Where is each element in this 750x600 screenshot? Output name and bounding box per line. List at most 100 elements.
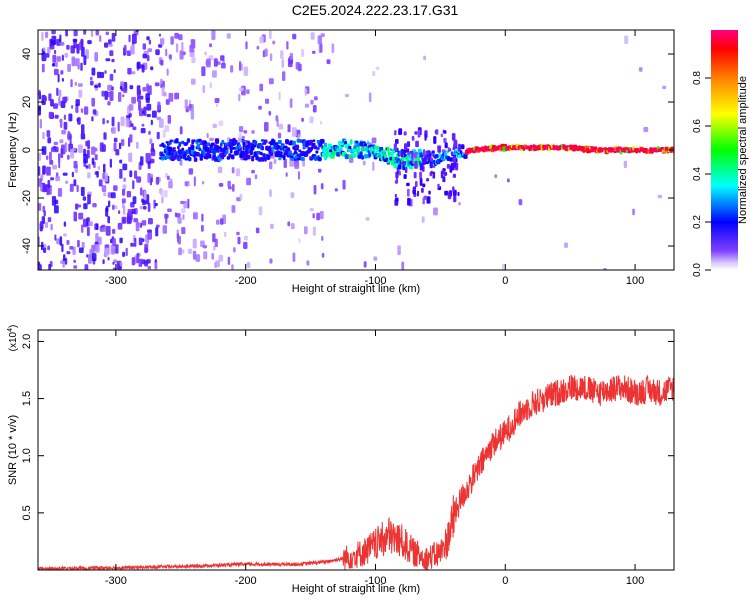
ridge-cell — [385, 157, 389, 162]
noise-cell — [193, 212, 198, 220]
noise-cell — [41, 52, 47, 62]
ridge-cell — [458, 143, 461, 152]
noise-cell — [213, 58, 218, 67]
noise-cell — [163, 189, 168, 198]
noise-cell — [231, 167, 235, 174]
noise-cell — [372, 161, 375, 171]
noise-cell — [326, 59, 331, 65]
ridge-cell — [396, 169, 400, 173]
noise-cell — [298, 238, 301, 244]
y-tick-label: -40 — [21, 238, 33, 254]
noise-cell — [202, 181, 205, 185]
noise-cell — [231, 205, 236, 213]
noise-cell — [73, 259, 76, 263]
noise-cell — [433, 207, 438, 216]
ridge-cell — [357, 155, 362, 159]
noise-cell — [50, 177, 55, 181]
noise-cell — [304, 226, 308, 235]
noise-cell — [147, 173, 151, 183]
noise-cell — [66, 44, 70, 50]
noise-cell — [643, 126, 649, 132]
noise-cell — [211, 253, 214, 260]
ridge-cell — [344, 141, 347, 145]
y-tick-label: 20 — [21, 96, 33, 108]
spectrogram-y-ticks: -40 -20 0 20 40 — [21, 48, 674, 254]
noise-cell — [118, 142, 122, 150]
noise-cell — [184, 99, 188, 109]
noise-cell — [230, 65, 234, 73]
ridge-cell — [206, 142, 210, 146]
ridge-cell — [278, 156, 282, 161]
ridge-cell — [408, 165, 414, 170]
ridge-cell — [453, 139, 458, 147]
ridge-cell — [443, 130, 447, 134]
noise-cell — [494, 174, 498, 179]
noise-cell — [91, 157, 95, 165]
noise-cell — [278, 91, 281, 101]
noise-cell — [47, 137, 52, 144]
ridge-cell — [452, 173, 456, 178]
noise-cell — [65, 30, 68, 37]
noise-cell — [167, 208, 172, 212]
noise-cell — [78, 42, 82, 51]
noise-cell — [112, 261, 115, 265]
noise-cell — [157, 101, 161, 111]
noise-cell — [54, 49, 57, 55]
noise-cell — [258, 206, 263, 216]
noise-cell — [312, 213, 315, 219]
noise-cell — [99, 142, 104, 152]
noise-cell — [144, 247, 148, 254]
colorbar-gradient — [711, 30, 738, 270]
noise-cell — [269, 258, 273, 264]
ridge-cell — [406, 148, 410, 153]
ridge-cell — [249, 149, 253, 156]
noise-cell — [88, 254, 92, 264]
noise-cell — [174, 32, 179, 39]
ridge-cell — [165, 151, 169, 156]
noise-cell — [138, 237, 143, 246]
noise-cell — [192, 238, 197, 249]
noise-cell — [134, 170, 138, 179]
noise-cell — [158, 33, 161, 37]
noise-cell — [70, 79, 73, 88]
noise-cell — [66, 251, 71, 255]
noise-cell — [77, 204, 82, 208]
ridge-cell — [408, 157, 412, 161]
noise-cell — [88, 163, 91, 170]
ridge-cell — [356, 146, 361, 152]
ridge-cell — [285, 139, 289, 145]
noise-cell — [96, 223, 99, 231]
noise-cell — [268, 78, 274, 85]
noise-cell — [227, 256, 231, 265]
ridge-cell — [427, 159, 430, 163]
noise-cell — [131, 33, 137, 44]
noise-cell — [256, 45, 260, 50]
noise-cell — [146, 114, 151, 118]
ridge-cell — [170, 155, 175, 159]
ridge-cell — [414, 161, 418, 169]
ridge-cell — [276, 145, 281, 149]
ridge-cell — [185, 142, 189, 145]
ridge-cell — [428, 190, 431, 195]
noise-cell — [227, 180, 231, 187]
ridge-cell — [359, 151, 363, 156]
ridge-cell — [406, 141, 411, 147]
noise-cell — [289, 52, 293, 60]
noise-cell — [317, 35, 322, 45]
noise-cell — [201, 66, 206, 77]
noise-cell — [58, 89, 62, 98]
noise-cell — [283, 158, 287, 168]
noise-cell — [76, 184, 79, 193]
noise-cell — [59, 41, 65, 46]
noise-cell — [111, 236, 115, 240]
noise-cell — [59, 119, 63, 124]
noise-cell — [161, 196, 164, 204]
noise-cell — [146, 103, 152, 111]
noise-cell — [139, 64, 144, 69]
colorbar-label: Normalized spectral amplitude — [737, 76, 749, 224]
ridge-cell — [419, 163, 424, 171]
noise-cell — [135, 222, 140, 232]
noise-cell — [81, 124, 85, 134]
noise-cell — [92, 109, 97, 115]
ridge-cell — [327, 143, 332, 148]
